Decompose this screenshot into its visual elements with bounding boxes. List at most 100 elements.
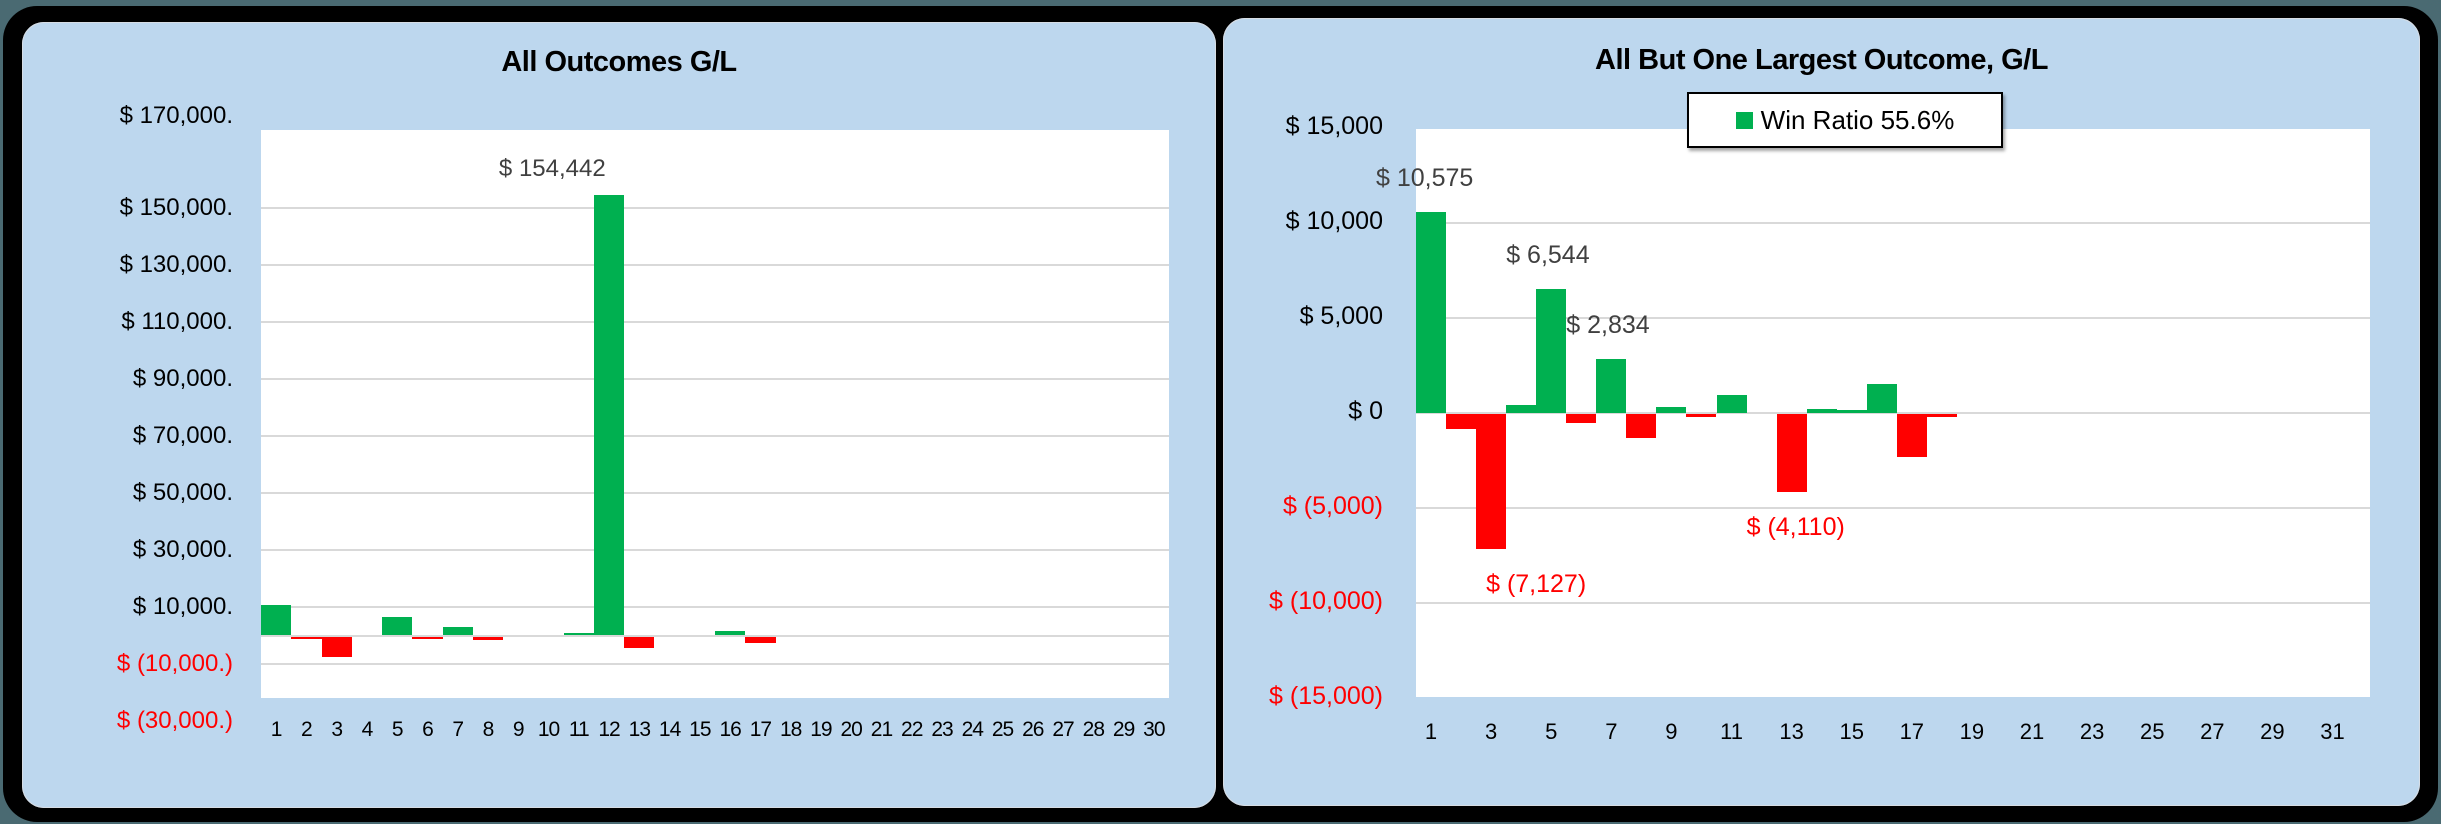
- all-outcomes-chart-panel: All Outcomes G/L $ 170,000. $ 150,000. $ 1…: [22, 22, 1216, 808]
- y-tick-label: $ 5,000: [1299, 302, 1383, 330]
- gridline: [1416, 602, 2370, 604]
- x-tick-label: 28: [1082, 718, 1105, 741]
- loss-bar: [291, 636, 322, 639]
- y-tick-label: $ 110,000.: [121, 308, 233, 335]
- x-tick-label: 17: [1899, 719, 1925, 744]
- y-tick-label: $ 10,000.: [132, 593, 233, 620]
- loss-bar: [1446, 414, 1477, 429]
- data-label: $ 6,544: [1506, 240, 1590, 269]
- loss-bar: [745, 636, 776, 643]
- loss-bar: [1566, 414, 1597, 424]
- loss-bar: [1776, 414, 1807, 493]
- gridline: [261, 378, 1169, 380]
- x-tick-label: 6: [422, 718, 434, 741]
- gridline: [261, 321, 1169, 323]
- x-tick-label: 11: [1720, 719, 1743, 744]
- gain-bar: [1836, 409, 1867, 413]
- x-tick-label: 24: [961, 718, 984, 741]
- gain-bar: [1866, 383, 1897, 413]
- gridline: [1416, 317, 2370, 319]
- gain-bar: [1806, 408, 1837, 413]
- x-tick-label: 15: [1839, 719, 1864, 744]
- gain-bar: [261, 605, 292, 636]
- x-tick-label: 12: [598, 718, 620, 741]
- all-but-largest-chart-panel: All But One Largest Outcome, G/L Win Rat…: [1223, 18, 2420, 806]
- chart-title: All Outcomes G/L: [501, 46, 737, 78]
- x-tick-label: 3: [1485, 719, 1498, 744]
- gridline: [261, 264, 1169, 266]
- x-tick-label: 8: [482, 718, 495, 741]
- x-tick-label: 27: [2200, 719, 2225, 744]
- y-tick-label: $ 170,000.: [119, 102, 233, 129]
- gridline: [261, 549, 1169, 551]
- x-tick-label: 11: [568, 718, 590, 741]
- loss-bar: [1926, 414, 1957, 418]
- gain-bar: [715, 631, 746, 636]
- gain-bar: [382, 616, 413, 636]
- y-tick-label: $ 70,000.: [132, 422, 233, 449]
- data-label: $ 2,834: [1566, 311, 1650, 340]
- loss-bar: [1686, 414, 1717, 418]
- legend-swatch-gain: [1735, 111, 1753, 129]
- zero-line: [1416, 412, 2370, 414]
- x-tick-label: 25: [2139, 719, 2165, 744]
- gain-bar: [1656, 407, 1687, 413]
- gain-bar: [1506, 404, 1537, 413]
- loss-bar: [1896, 414, 1927, 458]
- gridline: [1416, 507, 2370, 509]
- chart-title: All But One Largest Outcome, G/L: [1595, 44, 2048, 76]
- data-label: $ 154,442: [498, 155, 606, 183]
- x-tick-label: 13: [1779, 719, 1804, 744]
- y-tick-label: $ 15,000: [1285, 112, 1383, 140]
- loss-bar: [472, 636, 504, 641]
- y-tick-label: $ 10,000: [1285, 207, 1383, 235]
- x-tick-label: 25: [991, 718, 1014, 741]
- x-tick-label: 20: [840, 718, 863, 741]
- x-tick-label: 29: [2260, 719, 2285, 744]
- y-tick-label: $ (15,000): [1269, 682, 1383, 710]
- x-tick-label: 4: [361, 718, 374, 741]
- loss-bar: [412, 636, 443, 639]
- gridline: [261, 606, 1169, 608]
- y-tick-label: $ 90,000.: [132, 365, 233, 392]
- zero-line: [261, 634, 1169, 637]
- y-tick-label: $ 0: [1348, 397, 1383, 425]
- x-tick-label: 30: [1143, 718, 1165, 741]
- loss-bar: [1626, 414, 1657, 439]
- gridline: [261, 492, 1169, 494]
- x-tick-label: 17: [749, 718, 772, 741]
- gridline: [261, 207, 1169, 209]
- y-tick-label: $ (30,000.): [116, 707, 233, 734]
- x-tick-label: 22: [901, 718, 923, 741]
- x-tick-label: 1: [270, 718, 283, 741]
- loss-bar: [321, 636, 352, 657]
- y-tick-label: $ (10,000): [1269, 587, 1383, 615]
- x-tick-label: 7: [452, 718, 464, 741]
- x-tick-label: 19: [1959, 719, 1985, 744]
- x-tick-label: 19: [810, 718, 832, 741]
- x-tick-label: 26: [1022, 718, 1044, 741]
- y-tick-label: $ 150,000.: [119, 194, 233, 221]
- gridline: [261, 663, 1169, 665]
- y-tick-label: $ 130,000.: [119, 251, 233, 278]
- x-tick-label: 18: [779, 718, 802, 741]
- x-tick-label: 9: [512, 718, 525, 741]
- x-tick-label: 1: [1424, 719, 1438, 744]
- loss-bar: [624, 636, 655, 649]
- gain-bar: [1596, 359, 1627, 413]
- y-tick-label: $ 30,000.: [132, 536, 233, 563]
- x-tick-label: 27: [1052, 718, 1074, 741]
- x-tick-label: 5: [391, 718, 404, 741]
- x-tick-label: 16: [719, 718, 741, 741]
- gain-bar: [1536, 288, 1567, 413]
- legend-label: Win Ratio 55.6%: [1760, 104, 1955, 135]
- loss-bar: [1476, 414, 1507, 550]
- gain-bar: [1416, 212, 1447, 413]
- x-tick-label: 23: [931, 718, 953, 741]
- x-tick-label: 7: [1605, 719, 1618, 744]
- plot-area: [1416, 129, 2370, 697]
- gridline: [261, 435, 1169, 437]
- x-tick-label: 3: [331, 718, 343, 741]
- x-tick-label: 13: [628, 718, 651, 741]
- x-tick-label: 2: [301, 718, 313, 741]
